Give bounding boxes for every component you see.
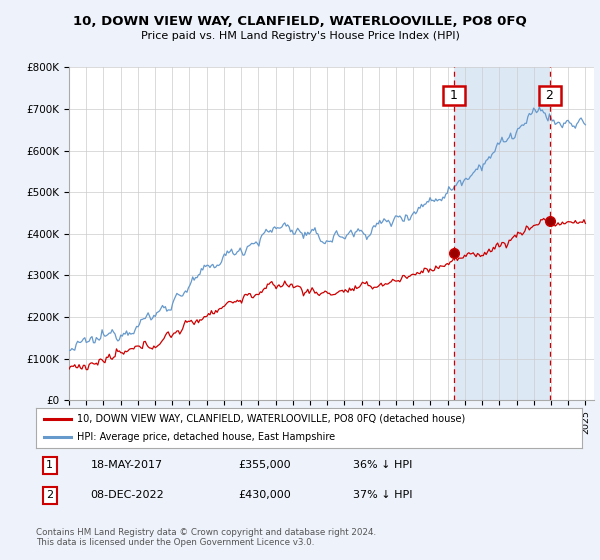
Text: Price paid vs. HM Land Registry's House Price Index (HPI): Price paid vs. HM Land Registry's House … (140, 31, 460, 41)
Text: 37% ↓ HPI: 37% ↓ HPI (353, 491, 412, 501)
Text: 08-DEC-2022: 08-DEC-2022 (91, 491, 164, 501)
Text: 10, DOWN VIEW WAY, CLANFIELD, WATERLOOVILLE, PO8 0FQ: 10, DOWN VIEW WAY, CLANFIELD, WATERLOOVI… (73, 15, 527, 27)
Text: 36% ↓ HPI: 36% ↓ HPI (353, 460, 412, 470)
Text: 1: 1 (46, 460, 53, 470)
Text: 2: 2 (46, 491, 53, 501)
Text: HPI: Average price, detached house, East Hampshire: HPI: Average price, detached house, East… (77, 432, 335, 442)
Text: £430,000: £430,000 (238, 491, 291, 501)
Text: Contains HM Land Registry data © Crown copyright and database right 2024.
This d: Contains HM Land Registry data © Crown c… (36, 528, 376, 548)
Text: 18-MAY-2017: 18-MAY-2017 (91, 460, 163, 470)
Text: 10, DOWN VIEW WAY, CLANFIELD, WATERLOOVILLE, PO8 0FQ (detached house): 10, DOWN VIEW WAY, CLANFIELD, WATERLOOVI… (77, 414, 465, 423)
Text: £355,000: £355,000 (238, 460, 290, 470)
Text: 1: 1 (446, 89, 462, 102)
Text: 2: 2 (542, 89, 557, 102)
Bar (454, 67, 550, 400)
